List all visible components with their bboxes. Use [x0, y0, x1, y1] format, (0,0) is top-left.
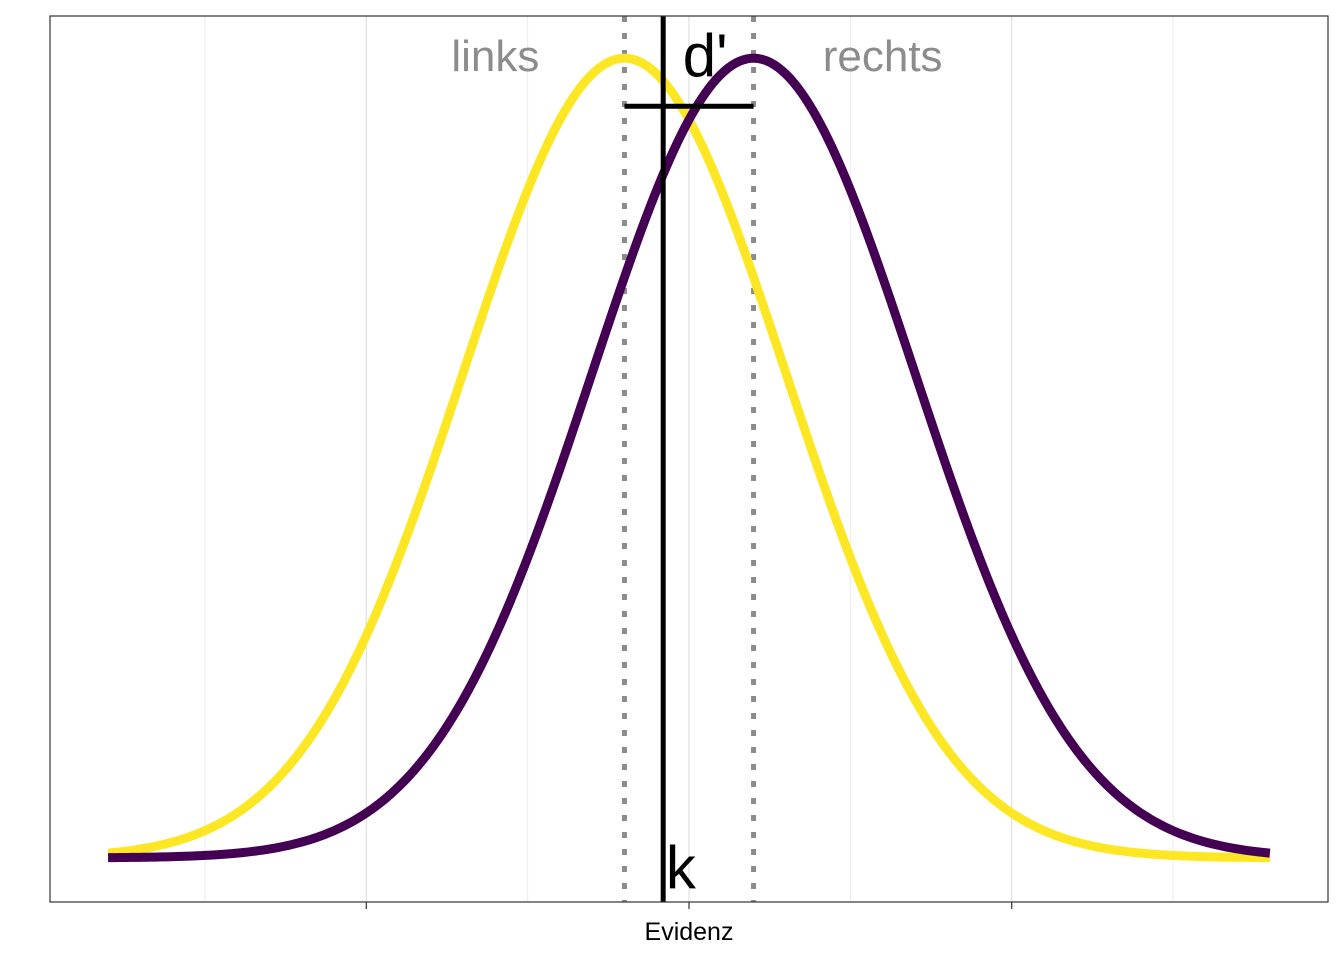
annotations: links rechts d' k: [451, 22, 942, 901]
grid-major: [365, 16, 1013, 902]
x-axis-title: Evidenz: [645, 918, 734, 946]
annotation-dprime: d': [683, 22, 728, 89]
mean-lines: [621, 16, 757, 902]
grid-minor: [204, 16, 1174, 902]
annotation-k: k: [666, 834, 697, 901]
density-curves: [107, 53, 1271, 863]
x-axis-ticks: [365, 902, 1013, 909]
density-curve-rechts: [107, 53, 1271, 863]
annotation-rechts: rechts: [823, 32, 943, 81]
annotation-links: links: [451, 32, 539, 81]
